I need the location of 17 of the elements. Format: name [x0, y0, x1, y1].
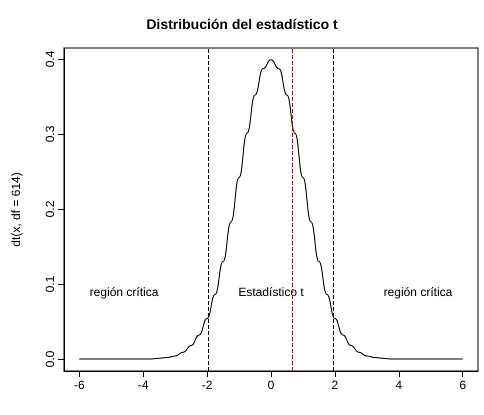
y-axis-title: dt(x, df = 614) — [9, 172, 23, 247]
x-tick-label: 0 — [268, 378, 275, 392]
x-tick-label: -6 — [74, 378, 85, 392]
annotation: región crítica — [384, 284, 453, 299]
y-tick-label: 0.1 — [43, 275, 57, 292]
x-tick-label: -2 — [202, 378, 213, 392]
x-tick-label: 4 — [395, 378, 402, 392]
y-tick-label: 0.4 — [43, 50, 57, 68]
annotation: Estadístico t — [238, 284, 304, 299]
y-tick-label: 0.3 — [43, 125, 57, 142]
y-tick-label: 0.2 — [43, 200, 57, 218]
x-tick-label: 2 — [332, 378, 339, 392]
x-tick-label: -4 — [138, 378, 149, 392]
chart-title: Distribución del estadístico t — [146, 16, 338, 32]
y-tick-label: 0.0 — [43, 350, 57, 368]
x-tick-label: 6 — [459, 378, 466, 392]
annotation: región crítica — [90, 284, 159, 299]
